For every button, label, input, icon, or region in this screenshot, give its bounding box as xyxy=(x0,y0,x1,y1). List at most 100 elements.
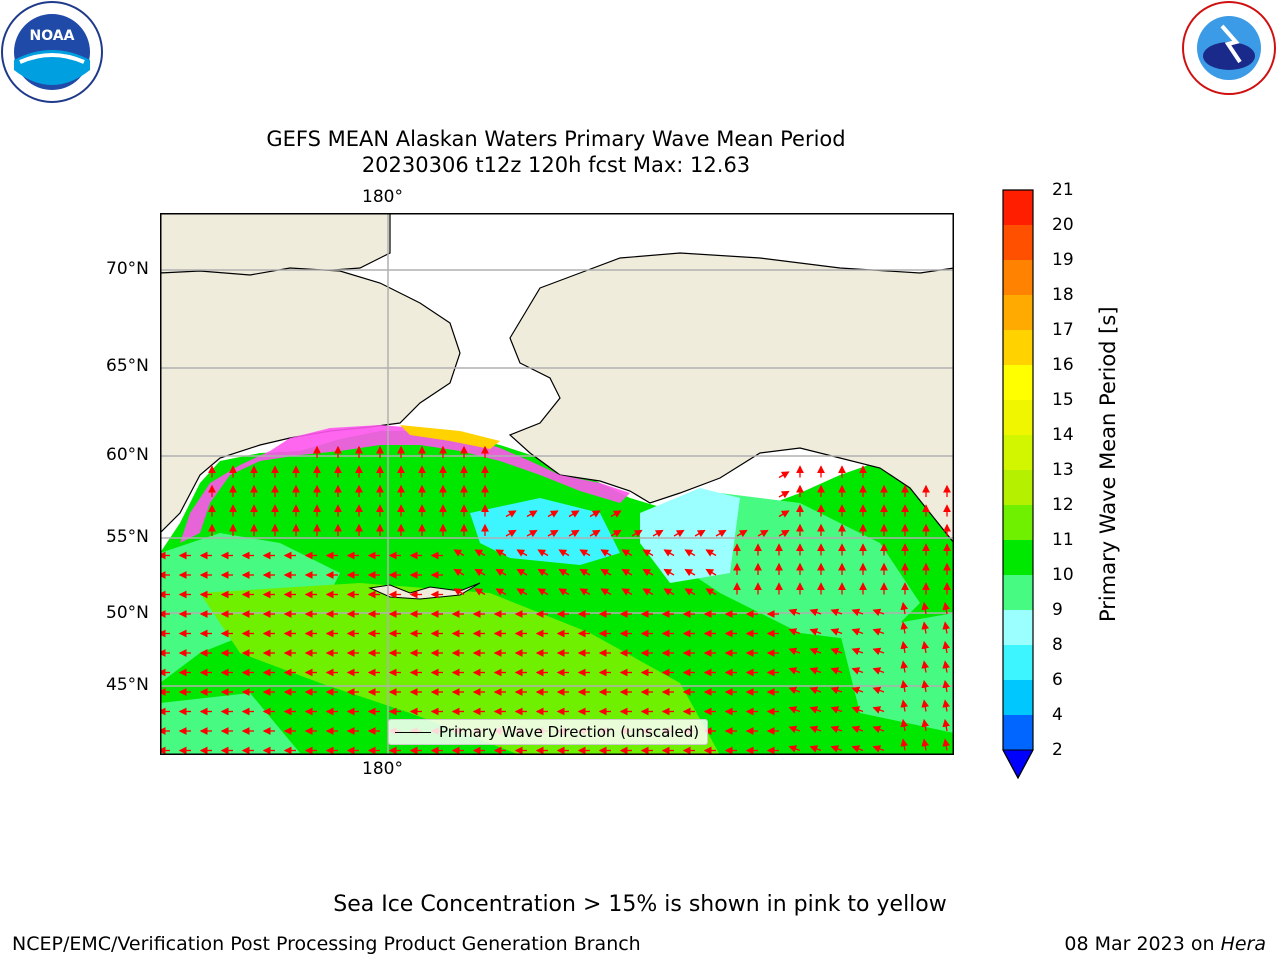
wave-arrow xyxy=(830,725,843,734)
wave-arrow xyxy=(589,510,601,518)
bottom-lon-label: 180° xyxy=(362,759,403,779)
wave-arrow xyxy=(663,588,675,596)
wave-arrow xyxy=(684,588,696,596)
colorbar-tick-label: 15 xyxy=(1052,390,1074,410)
wave-arrow xyxy=(757,529,769,538)
ocean-patch-8s-gulf xyxy=(640,488,740,583)
wave-arrow xyxy=(788,725,801,734)
colorbar-segment xyxy=(1003,575,1033,610)
colorbar-segment xyxy=(1003,505,1033,540)
colorbar-segment xyxy=(1003,645,1033,680)
wave-arrow xyxy=(900,718,909,732)
footer-host: Hera xyxy=(1220,933,1266,955)
wave-arrow xyxy=(495,568,507,577)
wave-arrow xyxy=(610,529,622,538)
wave-arrow xyxy=(474,568,486,577)
wave-arrow xyxy=(851,686,864,695)
wave-arrow xyxy=(600,549,612,557)
wave-arrow xyxy=(921,660,930,673)
footer-left: NCEP/EMC/Verification Post Processing Pr… xyxy=(12,933,641,955)
wave-arrow xyxy=(526,529,538,538)
wave-arrow xyxy=(788,745,801,753)
wave-arrow xyxy=(453,568,465,577)
noaa-logo: NOAA xyxy=(0,0,104,104)
wave-arrow xyxy=(558,549,570,557)
wave-arrow xyxy=(942,699,951,712)
wave-arrow xyxy=(684,568,696,577)
wave-arrow xyxy=(809,745,822,753)
colorbar-frame xyxy=(1002,189,1034,780)
sea-ice-note: Sea Ice Concentration > 15% is shown in … xyxy=(333,892,947,917)
wave-arrow xyxy=(579,549,591,557)
wave-arrow xyxy=(830,608,843,617)
colorbar-tick-label: 18 xyxy=(1052,285,1074,305)
colorbar-tick-label: 14 xyxy=(1052,425,1074,445)
ocean-patch-8s xyxy=(470,498,620,565)
wave-arrow xyxy=(610,510,622,518)
lat-label-50: 50°N xyxy=(106,603,149,623)
wave-arrow xyxy=(900,679,909,693)
wave-arrow xyxy=(809,725,822,734)
colorbar-segment xyxy=(1003,225,1033,260)
wave-arrow xyxy=(526,510,538,518)
sea-ice-bering-yellow xyxy=(400,425,500,449)
wave-arrow xyxy=(872,686,885,695)
colorbar-tick-label: 6 xyxy=(1052,670,1063,690)
wave-arrow xyxy=(872,725,885,734)
chart-title-line-1: GEFS MEAN Alaskan Waters Primary Wave Me… xyxy=(266,127,846,151)
wave-arrow xyxy=(600,568,612,577)
wave-arrow xyxy=(921,640,930,654)
wave-arrow xyxy=(579,568,591,577)
wave-arrow xyxy=(736,529,748,538)
lat-label-55: 55°N xyxy=(106,527,149,547)
wave-arrow xyxy=(830,647,843,656)
colorbar-segment xyxy=(1003,260,1033,295)
colorbar-tick-label: 8 xyxy=(1052,635,1063,655)
colorbar-tick-label: 13 xyxy=(1052,460,1074,480)
wave-arrow xyxy=(495,588,507,596)
wave-arrow xyxy=(652,529,664,538)
colorbar-segment xyxy=(1003,680,1033,715)
wave-arrow xyxy=(495,549,507,557)
colorbar-tick-label: 12 xyxy=(1052,495,1074,515)
colorbar-segment xyxy=(1003,610,1033,645)
wave-arrow xyxy=(921,601,930,615)
wave-arrow xyxy=(547,529,559,538)
colorbar-tick-label: 9 xyxy=(1052,600,1063,620)
colorbar-tick-label: 16 xyxy=(1052,355,1074,375)
colorbar-tick-label: 11 xyxy=(1052,530,1074,550)
wave-arrow xyxy=(684,549,696,557)
wave-arrow xyxy=(715,529,727,538)
wave-arrow xyxy=(778,471,790,479)
wave-arrow xyxy=(705,568,717,577)
wave-arrow xyxy=(851,706,864,714)
colorbar-segment xyxy=(1003,330,1033,365)
chart-title-line-2: 20230306 t12z 120h fcst Max: 12.63 xyxy=(361,153,751,177)
wave-arrow xyxy=(778,529,790,538)
wave-arrow xyxy=(673,529,685,538)
wave-arrow xyxy=(788,706,801,714)
wave-arrow xyxy=(830,745,843,753)
wave-arrow xyxy=(788,667,801,675)
map-legend: Primary Wave Direction (unscaled) xyxy=(388,719,709,745)
colorbar-segment xyxy=(1003,435,1033,470)
colorbar-tick-label: 19 xyxy=(1052,250,1074,270)
wave-arrow xyxy=(642,588,654,596)
wave-arrow xyxy=(579,588,591,596)
wave-arrow xyxy=(516,588,528,596)
wave-arrow xyxy=(537,588,549,596)
wave-arrow xyxy=(851,745,864,753)
wave-arrow xyxy=(872,745,885,753)
wave-arrow xyxy=(900,621,909,634)
wave-arrow xyxy=(942,660,951,673)
land-chukotka xyxy=(160,267,461,534)
legend-label: Primary Wave Direction (unscaled) xyxy=(439,723,700,741)
wave-arrow xyxy=(600,588,612,596)
wave-arrow xyxy=(921,679,930,693)
colorbar-tick-label: 20 xyxy=(1052,215,1074,235)
sea-ice-bering xyxy=(180,425,630,543)
wave-arrow xyxy=(872,706,885,714)
wave-arrow xyxy=(900,660,909,673)
colorbar-extend-triangle xyxy=(1002,749,1034,780)
wave-arrow xyxy=(830,628,843,636)
